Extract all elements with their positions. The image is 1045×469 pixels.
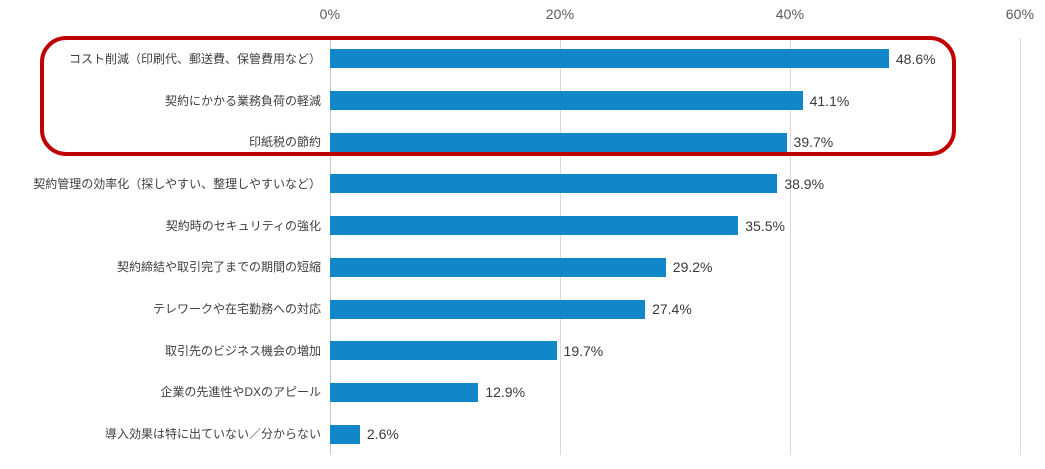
category-label: 企業の先進性やDXのアピール [160, 385, 321, 400]
bar [330, 91, 803, 111]
value-label: 29.2% [672, 259, 713, 276]
bar [330, 132, 787, 152]
category-label: 印紙税の節約 [248, 135, 321, 150]
x-axis-tick-label: 60% [1005, 6, 1035, 22]
category-label: 取引先のビジネス機会の増加 [164, 343, 321, 358]
gridline [560, 38, 561, 455]
value-label: 35.5% [745, 217, 785, 234]
bar [330, 299, 646, 319]
x-axis-tick-label: 0% [319, 6, 341, 22]
bar [330, 382, 479, 402]
value-label: 12.9% [485, 384, 526, 401]
bar [330, 49, 889, 69]
category-label: 契約締結や取引完了までの期間の短縮 [116, 260, 321, 275]
x-axis-tick-label: 40% [775, 6, 805, 22]
gridline [1020, 38, 1021, 455]
gridline [790, 38, 791, 455]
value-label: 38.9% [784, 175, 825, 192]
bar [330, 174, 778, 194]
category-label: 契約時のセキュリティの強化 [165, 218, 321, 233]
y-axis-line [330, 38, 331, 455]
bar [330, 341, 557, 361]
value-label: 48.6% [895, 50, 936, 67]
value-label: 39.7% [793, 134, 834, 151]
category-label: 導入効果は特に出ていない／分からない [104, 427, 321, 442]
category-label: 契約にかかる業務負荷の軽減 [164, 93, 321, 108]
category-label: 契約管理の効率化（探しやすい、整理しやすいなど） [33, 176, 321, 191]
bar [330, 257, 666, 277]
bar [330, 216, 739, 236]
value-label: 2.6% [366, 426, 399, 443]
value-label: 27.4% [652, 301, 692, 318]
value-label: 19.7% [563, 342, 604, 359]
category-label: テレワークや在宅勤務への対応 [152, 302, 321, 317]
x-axis-tick-label: 20% [545, 6, 575, 22]
value-label: 41.1% [809, 92, 850, 109]
category-label: コスト削減（印刷代、郵送費、保管費用など） [68, 51, 321, 66]
bar [330, 424, 360, 444]
